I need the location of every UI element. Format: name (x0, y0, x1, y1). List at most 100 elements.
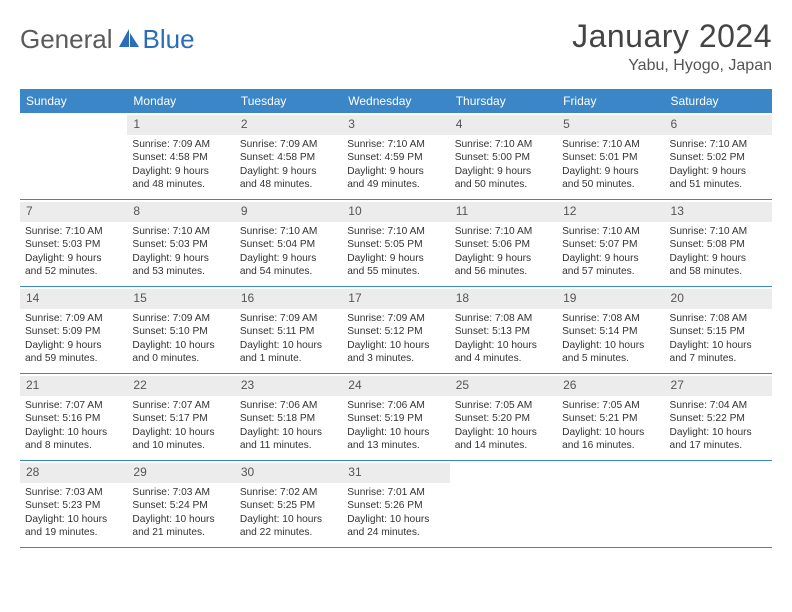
sunrise-text: Sunrise: 7:09 AM (240, 138, 337, 151)
daylight-line1: Daylight: 10 hours (132, 513, 229, 526)
sunset-text: Sunset: 4:58 PM (132, 151, 229, 164)
sunset-text: Sunset: 5:09 PM (25, 325, 122, 338)
sunset-text: Sunset: 5:00 PM (455, 151, 552, 164)
sunrise-text: Sunrise: 7:10 AM (347, 225, 444, 238)
day-details: Sunrise: 7:03 AMSunset: 5:24 PMDaylight:… (132, 486, 229, 540)
sunrise-text: Sunrise: 7:06 AM (347, 399, 444, 412)
sunrise-text: Sunrise: 7:03 AM (132, 486, 229, 499)
daylight-line2: and 11 minutes. (240, 439, 337, 452)
weekday-header: Wednesday (342, 89, 449, 113)
day-details: Sunrise: 7:03 AMSunset: 5:23 PMDaylight:… (25, 486, 122, 540)
sunset-text: Sunset: 5:22 PM (670, 412, 767, 425)
day-cell: 5Sunrise: 7:10 AMSunset: 5:01 PMDaylight… (557, 113, 664, 199)
sunset-text: Sunset: 5:13 PM (455, 325, 552, 338)
daylight-line1: Daylight: 9 hours (670, 165, 767, 178)
daylight-line2: and 17 minutes. (670, 439, 767, 452)
day-number: 1 (127, 115, 234, 135)
daylight-line1: Daylight: 10 hours (670, 339, 767, 352)
day-number: 29 (127, 463, 234, 483)
day-number: 3 (342, 115, 449, 135)
weekday-header: Friday (557, 89, 664, 113)
daylight-line2: and 48 minutes. (240, 178, 337, 191)
daylight-line2: and 55 minutes. (347, 265, 444, 278)
day-cell: 9Sunrise: 7:10 AMSunset: 5:04 PMDaylight… (235, 200, 342, 286)
page-header: General Blue January 2024 Yabu, Hyogo, J… (20, 18, 772, 75)
week-row: 7Sunrise: 7:10 AMSunset: 5:03 PMDaylight… (20, 200, 772, 287)
day-cell: 20Sunrise: 7:08 AMSunset: 5:15 PMDayligh… (665, 287, 772, 373)
day-cell: 11Sunrise: 7:10 AMSunset: 5:06 PMDayligh… (450, 200, 557, 286)
daylight-line1: Daylight: 10 hours (240, 339, 337, 352)
daylight-line2: and 7 minutes. (670, 352, 767, 365)
day-cell: 25 Sunrise: 7:05 AMSunset: 5:20 PMDayligh… (450, 374, 557, 460)
day-details: Sunrise: 7:05 AMSunset: 5:20 PMDaylight:… (455, 399, 552, 453)
day-cell: 28Sunrise: 7:03 AMSunset: 5:23 PMDayligh… (20, 461, 127, 547)
daylight-line2: and 58 minutes. (670, 265, 767, 278)
sunrise-text: Sunrise: 7:10 AM (562, 138, 659, 151)
month-title: January 2024 (572, 18, 772, 55)
sunrise-text: Sunrise: 7:10 AM (455, 225, 552, 238)
day-details: Sunrise: 7:10 AMSunset: 5:03 PMDaylight:… (25, 225, 122, 279)
day-cell: 24Sunrise: 7:06 AMSunset: 5:19 PMDayligh… (342, 374, 449, 460)
daylight-line2: and 21 minutes. (132, 526, 229, 539)
daylight-line2: and 48 minutes. (132, 178, 229, 191)
daylight-line1: Daylight: 9 hours (25, 252, 122, 265)
sunset-text: Sunset: 5:26 PM (347, 499, 444, 512)
day-number: 2 (235, 115, 342, 135)
day-number: 15 (127, 289, 234, 309)
day-cell: 26Sunrise: 7:05 AMSunset: 5:21 PMDayligh… (557, 374, 664, 460)
day-cell: 10Sunrise: 7:10 AMSunset: 5:05 PMDayligh… (342, 200, 449, 286)
day-cell: 17Sunrise: 7:09 AMSunset: 5:12 PMDayligh… (342, 287, 449, 373)
daylight-line1: Daylight: 10 hours (347, 426, 444, 439)
day-cell: 14Sunrise: 7:09 AMSunset: 5:09 PMDayligh… (20, 287, 127, 373)
day-details: Sunrise: 7:06 AMSunset: 5:18 PMDaylight:… (240, 399, 337, 453)
sunset-text: Sunset: 4:58 PM (240, 151, 337, 164)
day-cell: 12Sunrise: 7:10 AMSunset: 5:07 PMDayligh… (557, 200, 664, 286)
title-block: January 2024 Yabu, Hyogo, Japan (572, 18, 772, 75)
day-number: 30 (235, 463, 342, 483)
daylight-line2: and 4 minutes. (455, 352, 552, 365)
day-details: Sunrise: 7:10 AMSunset: 5:04 PMDaylight:… (240, 225, 337, 279)
sunrise-text: Sunrise: 7:09 AM (240, 312, 337, 325)
sunrise-text: Sunrise: 7:02 AM (240, 486, 337, 499)
daylight-line1: Daylight: 10 hours (240, 426, 337, 439)
sunrise-text: Sunrise: 7:10 AM (455, 138, 552, 151)
week-row: 14Sunrise: 7:09 AMSunset: 5:09 PMDayligh… (20, 287, 772, 374)
sunrise-text: Sunrise: 7:05 AM (455, 399, 552, 412)
daylight-line2: and 22 minutes. (240, 526, 337, 539)
day-number: 16 (235, 289, 342, 309)
sunset-text: Sunset: 5:02 PM (670, 151, 767, 164)
day-details: Sunrise: 7:10 AMSunset: 5:03 PMDaylight:… (132, 225, 229, 279)
weekday-header: Tuesday (235, 89, 342, 113)
day-details: Sunrise: 7:09 AMSunset: 5:11 PMDaylight:… (240, 312, 337, 366)
weeks-container: 1Sunrise: 7:09 AMSunset: 4:58 PMDaylight… (20, 113, 772, 548)
sunset-text: Sunset: 5:25 PM (240, 499, 337, 512)
daylight-line1: Daylight: 10 hours (132, 426, 229, 439)
daylight-line1: Daylight: 10 hours (240, 513, 337, 526)
daylight-line1: Daylight: 9 hours (562, 252, 659, 265)
day-cell (665, 461, 772, 547)
daylight-line1: Daylight: 10 hours (670, 426, 767, 439)
day-details: Sunrise: 7:01 AMSunset: 5:26 PMDaylight:… (347, 486, 444, 540)
daylight-line1: Daylight: 10 hours (562, 339, 659, 352)
day-details: Sunrise: 7:10 AMSunset: 5:00 PMDaylight:… (455, 138, 552, 192)
day-cell: 31 Sunrise: 7:01 AMSunset: 5:26 PMDayligh… (342, 461, 449, 547)
weekday-header: Monday (127, 89, 234, 113)
day-cell (450, 461, 557, 547)
day-number: 23 (235, 376, 342, 396)
sunset-text: Sunset: 5:06 PM (455, 238, 552, 251)
day-details: Sunrise: 7:09 AMSunset: 4:58 PMDaylight:… (240, 138, 337, 192)
day-number: 21 (20, 376, 127, 396)
sunset-text: Sunset: 5:08 PM (670, 238, 767, 251)
sunset-text: Sunset: 5:17 PM (132, 412, 229, 425)
daylight-line2: and 54 minutes. (240, 265, 337, 278)
sunrise-text: Sunrise: 7:09 AM (132, 138, 229, 151)
day-cell: 30 Sunrise: 7:02 AMSunset: 5:25 PMDayligh… (235, 461, 342, 547)
sunrise-text: Sunrise: 7:09 AM (132, 312, 229, 325)
day-number: 8 (127, 202, 234, 222)
day-number: 25 (450, 376, 557, 396)
day-number: 31 (342, 463, 449, 483)
daylight-line2: and 52 minutes. (25, 265, 122, 278)
daylight-line1: Daylight: 9 hours (132, 165, 229, 178)
weekday-header: Thursday (450, 89, 557, 113)
day-cell: 4Sunrise: 7:10 AMSunset: 5:00 PMDaylight… (450, 113, 557, 199)
